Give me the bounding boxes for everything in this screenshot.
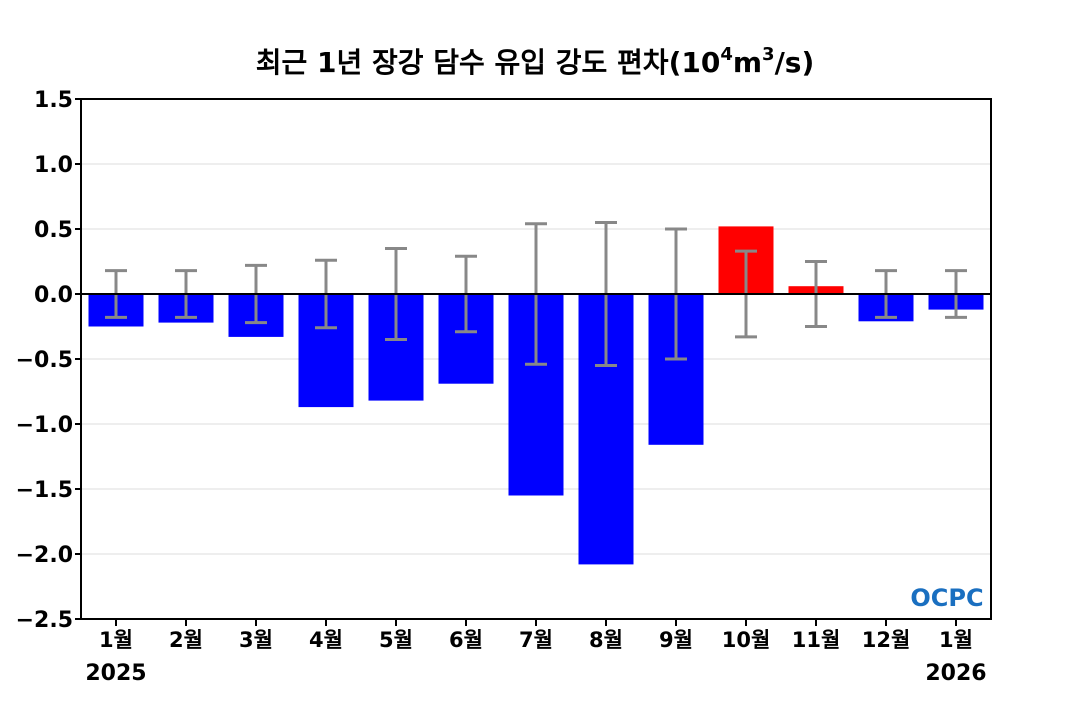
x-tick-label: 4월	[309, 628, 343, 652]
x-tick-label: 1월	[99, 628, 133, 652]
y-tick-label: −1.5	[16, 478, 73, 503]
year-label: 2025	[85, 661, 146, 686]
title-unit-tail: /s	[775, 46, 802, 79]
year-label: 2026	[925, 661, 986, 686]
x-tick-label: 1월	[939, 628, 973, 652]
x-tick-label: 12월	[862, 628, 911, 652]
y-tick-label: −2.5	[16, 608, 73, 633]
x-tick-label: 7월	[519, 628, 553, 652]
x-tick-label: 11월	[792, 628, 841, 652]
x-tick-label: 8월	[589, 628, 623, 652]
x-tick-label: 9월	[659, 628, 693, 652]
y-tick-label: −1.0	[16, 413, 73, 438]
y-tick-label: 0.5	[34, 218, 73, 243]
ocpc-logo: OCPC	[910, 584, 983, 612]
title-unit-exp1: 4	[720, 44, 733, 65]
y-tick-label: −0.5	[16, 348, 73, 373]
y-tick-label: 1.5	[34, 88, 73, 113]
x-tick-label: 3월	[239, 628, 273, 652]
y-tick-label: 0.0	[34, 283, 73, 308]
y-tick-label: −2.0	[16, 543, 73, 568]
x-tick-label: 10월	[722, 628, 771, 652]
chart-title: 최근 1년 장강 담수 유입 강도 편차(104m3/s)	[256, 44, 815, 79]
title-unit-base: 10	[681, 46, 720, 79]
y-tick-label: 1.0	[34, 153, 73, 178]
chart-title-text: 최근 1년 장강 담수 유입 강도 편차	[256, 46, 669, 79]
x-tick-label: 2월	[169, 628, 203, 652]
title-unit-mid: m	[733, 46, 762, 79]
title-unit-exp2: 3	[762, 44, 775, 65]
x-tick-label: 6월	[449, 628, 483, 652]
x-tick-label: 5월	[379, 628, 413, 652]
